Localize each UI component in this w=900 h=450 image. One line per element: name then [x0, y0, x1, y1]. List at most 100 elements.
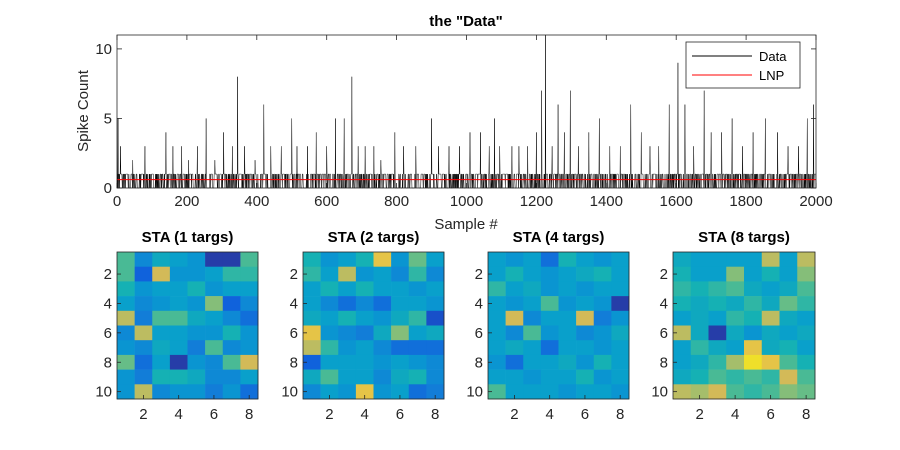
heatmap-cell: [673, 281, 692, 297]
heatmap-x-tick-label: 2: [325, 406, 333, 423]
heatmap-cell: [761, 296, 780, 312]
heatmap-cell: [152, 369, 171, 385]
heatmap-cell: [708, 340, 727, 356]
heatmap-cell: [240, 252, 259, 267]
heatmap-cell: [576, 325, 595, 341]
heatmap-x-tick-label: 4: [175, 406, 183, 423]
heatmap-cell: [152, 354, 171, 370]
heatmap-cell: [611, 354, 630, 370]
heatmap-cell: [355, 354, 374, 370]
heatmap-cell: [355, 325, 374, 341]
heatmap-cell: [391, 369, 410, 385]
main-y-ticks: 0 5 10: [95, 41, 816, 197]
heatmap-cell: [373, 252, 392, 267]
heatmap-cell: [373, 296, 392, 312]
heatmap-cell: [134, 384, 153, 400]
heatmap-cell: [117, 310, 135, 326]
main-x-tick-label: 400: [244, 193, 269, 210]
heatmap-cell: [338, 266, 357, 282]
heatmap-cell: [673, 340, 692, 356]
heatmap-cell: [134, 369, 153, 385]
heatmap-y-tick-label: 10: [281, 384, 298, 401]
heatmap-cell: [373, 340, 392, 356]
heatmap-cell: [523, 325, 542, 341]
heatmap-cell: [761, 252, 780, 267]
heatmap-cell: [338, 354, 357, 370]
heatmap-cell: [690, 310, 709, 326]
main-x-axis-label: Sample #: [434, 216, 498, 233]
heatmap-y-tick-label: 10: [95, 384, 112, 401]
heatmap-cell: [187, 369, 206, 385]
main-x-tick-label: 2000: [799, 193, 832, 210]
heatmap-cell: [576, 296, 595, 312]
heatmap-cell: [391, 340, 410, 356]
heatmap-x-tick-label: 6: [396, 406, 404, 423]
legend: Data LNP: [685, 41, 801, 89]
heatmap-cell: [240, 325, 259, 341]
heatmap-cell: [779, 369, 798, 385]
heatmap-cell: [222, 325, 241, 341]
heatmap-cell: [152, 384, 171, 400]
heatmap-cell: [523, 252, 542, 267]
heatmap-x-tick-label: 8: [431, 406, 439, 423]
heatmap-cell: [611, 340, 630, 356]
heatmap-cell: [187, 340, 206, 356]
heatmap-cell: [593, 281, 612, 297]
heatmap-cell: [240, 340, 259, 356]
heatmap-cell: [523, 296, 542, 312]
main-x-tick-label: 0: [113, 193, 121, 210]
heatmap-y-tick-label: 4: [660, 295, 668, 312]
heatmap-cell: [744, 281, 763, 297]
heatmap-cell: [673, 310, 692, 326]
heatmap-cell: [426, 296, 445, 312]
heatmap-cell: [117, 252, 135, 267]
heatmap-cell: [117, 325, 135, 341]
heatmap-cell: [320, 384, 339, 400]
main-x-tick-label: 1600: [660, 193, 693, 210]
heatmap-cell: [726, 340, 745, 356]
heatmap-cell: [408, 340, 427, 356]
heatmap-cell: [761, 266, 780, 282]
main-y-axis-label: Spike Count: [75, 69, 92, 152]
heatmap-cell: [355, 281, 374, 297]
heatmap-cell: [726, 369, 745, 385]
heatmap-cell: [222, 340, 241, 356]
heatmap-cell: [505, 340, 524, 356]
heatmap-cell: [797, 281, 816, 297]
heatmap-cell: [523, 281, 542, 297]
heatmap-cell: [797, 252, 816, 267]
heatmap-cell: [708, 325, 727, 341]
heatmap-cell: [761, 281, 780, 297]
heatmap-cell: [779, 266, 798, 282]
heatmap-cell: [761, 369, 780, 385]
heatmap-cell: [505, 354, 524, 370]
heatmap-cell: [673, 369, 692, 385]
heatmap-cell: [222, 369, 241, 385]
heatmap-cell: [744, 384, 763, 400]
heatmap-cell: [488, 266, 506, 282]
heatmap-cell: [240, 296, 259, 312]
heatmap-x-tick-label: 4: [546, 406, 554, 423]
heatmap-cell: [708, 354, 727, 370]
heatmap-cell: [797, 266, 816, 282]
heatmap-cell: [303, 369, 321, 385]
heatmap-cell: [690, 340, 709, 356]
heatmap-cell: [726, 281, 745, 297]
heatmap-cell: [779, 325, 798, 341]
heatmap-cell: [338, 384, 357, 400]
heatmap-y-tick-label: 4: [475, 295, 483, 312]
heatmap-cell: [391, 296, 410, 312]
heatmap-cell: [222, 384, 241, 400]
heatmap-cell: [779, 296, 798, 312]
main-x-ticks: 0 200 400 600 800 1000 1200 1400 1600 1800 2000: [113, 35, 833, 210]
heatmap-cell: [523, 310, 542, 326]
heatmap-cell: [169, 384, 188, 400]
heatmap-cell: [408, 354, 427, 370]
heatmap-cell: [355, 266, 374, 282]
heatmap-cell: [726, 310, 745, 326]
heatmap-cell: [117, 281, 135, 297]
heatmap-cell: [240, 281, 259, 297]
heatmap-cell: [611, 384, 630, 400]
heatmap-cell: [408, 252, 427, 267]
